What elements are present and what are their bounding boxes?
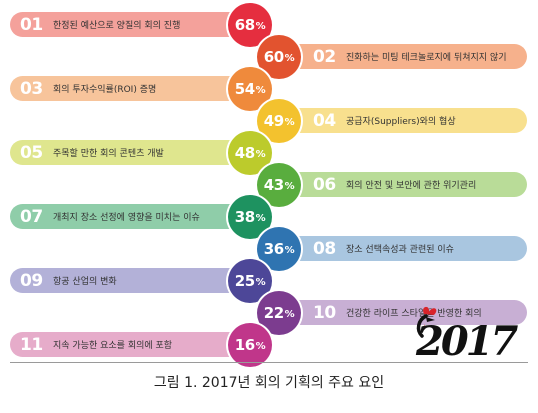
figure-caption: 그림 1. 2017년 회의 기획의 주요 요인 (153, 375, 385, 391)
percent-sign: % (255, 20, 266, 32)
rank-number: 11 (20, 334, 43, 355)
factor-label: 한정된 예산으로 양질의 회의 진행 (53, 21, 181, 31)
factor-label: 개최지 장소 선정에 영향을 미치는 이슈 (53, 213, 200, 223)
bar-08: 08 장소 선택속성과 관련된 이슈 (279, 236, 527, 261)
percent-circle-04: 49% (257, 98, 301, 143)
bar-03: 03 회의 투자수익률(ROI) 증명 (10, 76, 250, 101)
percent-circle-07: 38% (228, 194, 272, 239)
factor-label: 공급자(Suppliers)와의 협상 (346, 117, 456, 127)
factor-label: 주목할 만한 회의 콘텐츠 개발 (53, 149, 164, 159)
percent-sign: % (255, 212, 266, 224)
percent-value: 49 (263, 111, 284, 130)
percent-sign: % (284, 116, 295, 128)
factor-label: 장소 선택속성과 관련된 이슈 (346, 245, 454, 255)
bar-11: 11 지속 가능한 요소를 회의에 포함 (10, 332, 250, 357)
factor-label: 건강한 라이프 스타일을 반영한 회의 (346, 309, 482, 319)
percent-value: 68 (234, 15, 255, 34)
percent-sign: % (255, 340, 266, 352)
percent-sign: % (255, 148, 266, 160)
percent-sign: % (255, 276, 266, 288)
percent-value: 16 (234, 335, 255, 354)
rank-number: 05 (20, 142, 43, 163)
factor-label: 회의 안전 및 보안에 관한 위기관리 (346, 181, 477, 191)
bar-07: 07 개최지 장소 선정에 영향을 미치는 이슈 (10, 204, 250, 229)
rank-number: 03 (20, 78, 43, 99)
percent-circle-03: 54% (228, 66, 272, 111)
percent-circle-06: 43% (257, 162, 301, 207)
factor-label: 진화하는 미팅 테크놀로지에 뒤쳐지지 않기 (346, 53, 507, 63)
year-logo: 2017 (402, 300, 522, 365)
percent-sign: % (284, 180, 295, 192)
percent-sign: % (284, 52, 295, 64)
bar-06: 06 회의 안전 및 보안에 관한 위기관리 (279, 172, 527, 197)
bar-02: 02 진화하는 미팅 테크놀로지에 뒤쳐지지 않기 (279, 44, 527, 69)
percent-circle-02: 60% (257, 34, 301, 79)
rooster-icon (416, 306, 437, 338)
rank-number: 01 (20, 14, 43, 35)
percent-sign: % (284, 244, 295, 256)
percent-sign: % (284, 308, 295, 320)
rank-number: 07 (20, 206, 43, 227)
rank-number: 04 (313, 110, 336, 131)
percent-value: 43 (263, 175, 284, 194)
percent-value: 22 (263, 303, 284, 322)
caption-divider (10, 362, 528, 363)
percent-value: 38 (234, 207, 255, 226)
logo-year-text: 2017 (415, 318, 518, 360)
bar-10: 10 건강한 라이프 스타일을 반영한 회의 (279, 300, 527, 325)
percent-value: 54 (234, 79, 255, 98)
percent-circle-08: 36% (257, 226, 301, 271)
percent-circle-10: 22% (257, 290, 301, 335)
bar-01: 01 한정된 예산으로 양질의 회의 진행 (10, 12, 250, 37)
rank-number: 10 (313, 302, 336, 323)
bar-04: 04 공급자(Suppliers)와의 협상 (279, 108, 527, 133)
percent-circle-11: 16% (228, 322, 272, 367)
rank-number: 09 (20, 270, 43, 291)
rank-number: 08 (313, 238, 336, 259)
percent-value: 25 (234, 271, 255, 290)
percent-sign: % (255, 84, 266, 96)
factor-label: 회의 투자수익률(ROI) 증명 (53, 85, 157, 95)
rank-number: 06 (313, 174, 336, 195)
percent-value: 60 (263, 47, 284, 66)
percent-value: 48 (234, 143, 255, 162)
factor-label: 항공 산업의 변화 (53, 277, 117, 287)
bar-05: 05 주목할 만한 회의 콘텐츠 개발 (10, 140, 250, 165)
factor-label: 지속 가능한 요소를 회의에 포함 (53, 341, 173, 351)
percent-circle-01: 68% (228, 2, 272, 47)
bar-09: 09 항공 산업의 변화 (10, 268, 250, 293)
percent-value: 36 (263, 239, 284, 258)
rank-number: 02 (313, 46, 336, 67)
